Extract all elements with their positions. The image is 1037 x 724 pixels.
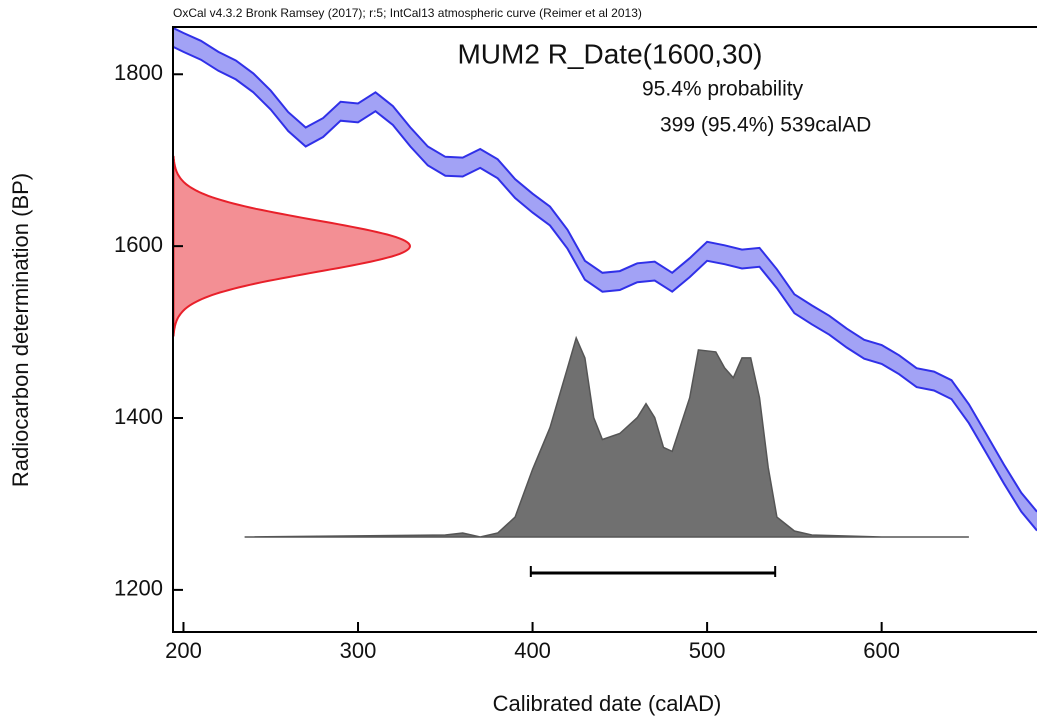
curve-band (173, 27, 1037, 531)
y-tick-label: 1200 (114, 576, 163, 601)
y-tick-label: 1800 (114, 60, 163, 85)
r-date-distribution (173, 155, 412, 337)
chart-title: MUM2 R_Date(1600,30) (457, 38, 762, 69)
header: OxCal v4.3.2 Bronk Ramsey (2017); r:5; I… (173, 6, 642, 20)
x-axis-label: Calibrated date (calAD) (493, 691, 722, 716)
posterior-distribution (244, 335, 969, 538)
range-label: 399 (95.4%) 539calAD (660, 114, 871, 137)
curve-lower (173, 45, 1037, 532)
plot-frame (172, 26, 1037, 633)
x-tick-label: 500 (689, 638, 726, 663)
plot-area (173, 27, 1037, 577)
x-tick-label: 300 (340, 638, 377, 663)
x-tick-label: 200 (165, 638, 202, 663)
x-tick-label: 600 (863, 638, 900, 663)
y-tick-label: 1400 (114, 404, 163, 429)
y-axis-label: Radiocarbon determination (BP) (8, 173, 33, 487)
curve-upper (173, 27, 1037, 513)
x-tick-label: 400 (514, 638, 551, 663)
probability-label: 95.4% probability (642, 78, 804, 101)
y-tick-label: 1600 (114, 232, 163, 257)
